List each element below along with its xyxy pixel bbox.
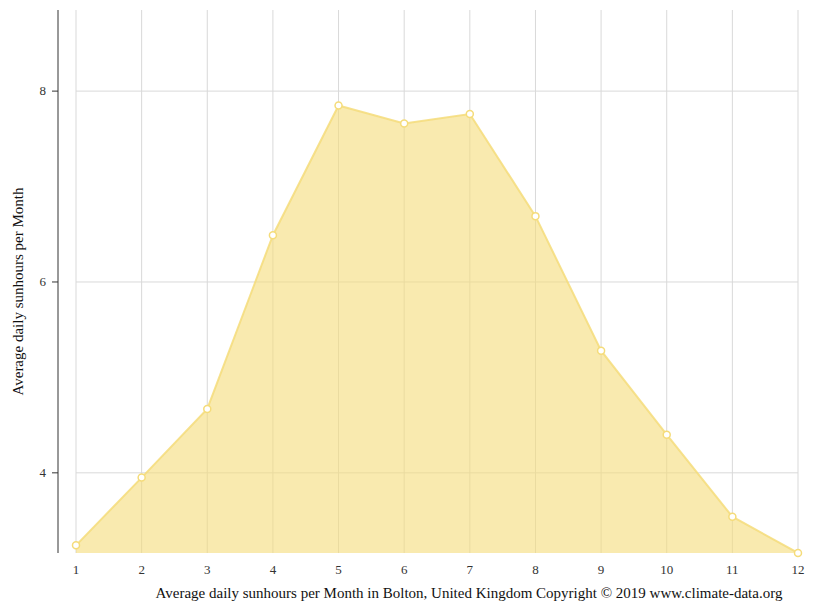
chart-svg: 123456789101112468Average daily sunhours… bbox=[0, 0, 815, 611]
data-point bbox=[532, 213, 539, 220]
data-point bbox=[73, 542, 80, 549]
plot-area bbox=[76, 105, 798, 553]
y-tick-label: 6 bbox=[40, 274, 47, 289]
x-tick-label: 1 bbox=[73, 562, 80, 577]
data-point bbox=[335, 102, 342, 109]
x-tick-label: 7 bbox=[467, 562, 474, 577]
y-tick-label: 4 bbox=[40, 465, 47, 480]
data-point bbox=[795, 550, 802, 557]
x-tick-label: 9 bbox=[598, 562, 605, 577]
x-tick-label: 10 bbox=[660, 562, 673, 577]
y-axis-line bbox=[58, 10, 59, 553]
data-point bbox=[466, 111, 473, 118]
y-grid-line bbox=[76, 91, 798, 92]
area-fill bbox=[76, 105, 798, 553]
x-tick-label: 3 bbox=[204, 562, 211, 577]
y-tick bbox=[52, 281, 58, 282]
data-point bbox=[138, 474, 145, 481]
y-tick bbox=[52, 472, 58, 473]
chart-title: Average daily sunhours per Month in Bolt… bbox=[156, 585, 783, 601]
data-point bbox=[204, 405, 211, 412]
data-line bbox=[76, 105, 798, 553]
data-point bbox=[598, 347, 605, 354]
data-point bbox=[401, 120, 408, 127]
markers bbox=[73, 102, 802, 557]
x-tick-label: 12 bbox=[792, 562, 805, 577]
y-axis-label: Average daily sunhours per Month bbox=[10, 187, 26, 396]
grid bbox=[76, 10, 798, 553]
data-point bbox=[269, 232, 276, 239]
data-point bbox=[729, 513, 736, 520]
data-point bbox=[663, 431, 670, 438]
x-tick-label: 11 bbox=[726, 562, 739, 577]
x-tick-label: 2 bbox=[138, 562, 145, 577]
y-tick-label: 8 bbox=[40, 83, 47, 98]
chart-container: 123456789101112468Average daily sunhours… bbox=[0, 0, 815, 611]
y-tick bbox=[52, 91, 58, 92]
x-tick-label: 5 bbox=[335, 562, 342, 577]
x-tick-label: 4 bbox=[270, 562, 277, 577]
x-tick-label: 8 bbox=[532, 562, 539, 577]
x-tick-label: 6 bbox=[401, 562, 408, 577]
